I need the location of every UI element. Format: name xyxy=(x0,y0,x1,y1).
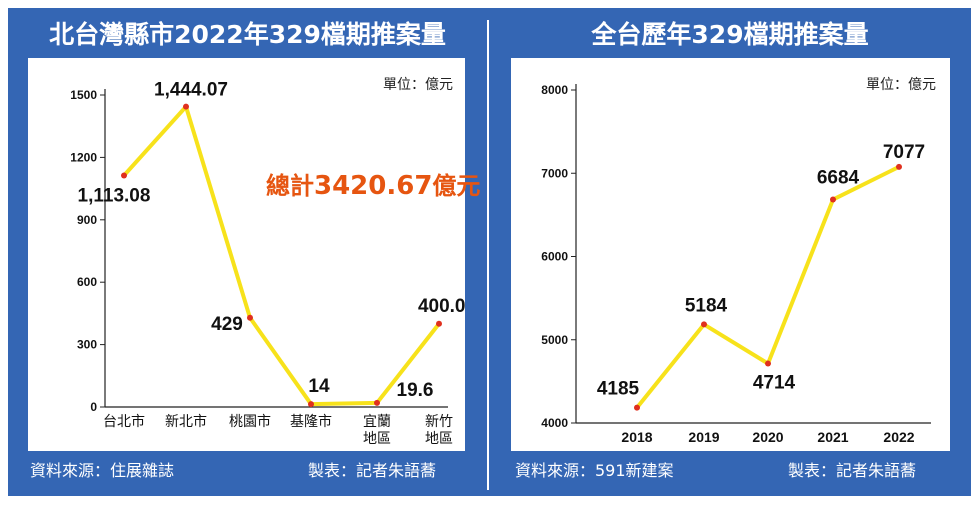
x-tick-label: 台北市 xyxy=(103,413,145,429)
y-tick-label: 0 xyxy=(90,400,97,414)
y-tick-label: 900 xyxy=(77,213,97,227)
x-tick-label: 2018 xyxy=(621,429,652,445)
left-source: 資料來源：住展雜誌 xyxy=(30,461,175,480)
y-tick-label: 5000 xyxy=(541,333,568,347)
left-chart-title: 北台灣縣市2022年329檔期推案量 xyxy=(49,20,446,49)
data-point xyxy=(436,320,442,327)
panel-divider xyxy=(487,20,489,490)
x-tick-label: 新竹 xyxy=(425,413,453,429)
y-tick-label: 600 xyxy=(77,275,97,289)
y-tick-label: 1200 xyxy=(70,150,97,164)
data-label: 400.02 xyxy=(418,296,465,317)
right-unit-label: 單位：億元 xyxy=(866,77,936,93)
x-tick-label: 基隆市 xyxy=(290,413,332,429)
total-prefix: 總計 xyxy=(266,172,314,200)
total-annotation: 總計3420.67億元 xyxy=(266,166,480,201)
y-tick-label: 8000 xyxy=(541,83,568,97)
data-point xyxy=(701,321,707,328)
data-label: 4714 xyxy=(753,373,796,394)
x-tick-label: 新北市 xyxy=(165,413,207,429)
x-tick-label: 2022 xyxy=(883,429,914,445)
data-label: 7077 xyxy=(883,142,925,163)
right-chart-area: 單位：億元 4000 5000 6000 7000 8000 2018 2019 2020 20… xyxy=(511,58,950,451)
data-point xyxy=(830,196,836,203)
right-chart-title: 全台歷年329檔期推案量 xyxy=(591,20,869,49)
x-tick-label: 2019 xyxy=(688,429,719,445)
x-tick-label: 地區 xyxy=(363,430,391,446)
y-tick-label: 300 xyxy=(77,338,97,352)
y-tick-label: 1500 xyxy=(70,88,97,102)
data-label: 1,444.07 xyxy=(154,80,228,101)
data-label: 19.6 xyxy=(397,380,434,401)
series-line xyxy=(635,165,900,409)
infographic: 北台灣縣市2022年329檔期推案量 全台歷年329檔期推案量 單位：億元 總計… xyxy=(8,8,971,496)
series-line xyxy=(122,104,441,407)
x-tick-label: 宜蘭 xyxy=(363,413,391,429)
data-label: 1,113.08 xyxy=(78,185,151,206)
x-tick-label: 2021 xyxy=(817,429,848,445)
left-unit-label: 單位：億元 xyxy=(383,77,453,93)
x-tick-label: 桃園市 xyxy=(229,413,271,429)
left-credit: 製表：記者朱語蕎 xyxy=(308,461,437,480)
left-chart-area: 單位：億元 總計3420.67億元 0 300 600 900 1200 1500 台北市 新… xyxy=(28,58,480,451)
data-point xyxy=(121,172,127,179)
right-credit: 製表：記者朱語蕎 xyxy=(788,461,917,480)
data-point xyxy=(247,314,253,321)
x-tick-label: 2020 xyxy=(752,429,783,445)
data-point xyxy=(308,401,314,408)
data-label: 429 xyxy=(211,314,243,335)
data-point xyxy=(374,399,380,406)
total-value: 3420.67 xyxy=(314,171,433,201)
total-suffix: 億元 xyxy=(432,172,481,200)
data-label: 5184 xyxy=(685,295,728,316)
data-label: 4185 xyxy=(597,379,640,400)
right-source: 資料來源：591新建案 xyxy=(515,461,674,480)
data-point xyxy=(183,103,189,110)
y-tick-label: 7000 xyxy=(541,166,568,180)
data-label: 6684 xyxy=(817,168,860,189)
y-tick-label: 6000 xyxy=(541,250,568,264)
data-label: 14 xyxy=(308,376,330,397)
x-tick-label: 地區 xyxy=(425,430,453,446)
data-point xyxy=(896,163,902,170)
data-point xyxy=(765,360,771,367)
right-line-chart: 4000 5000 6000 7000 8000 2018 2019 2020 2021 2022… xyxy=(541,83,931,445)
data-point xyxy=(634,404,640,411)
y-tick-label: 4000 xyxy=(541,416,568,430)
